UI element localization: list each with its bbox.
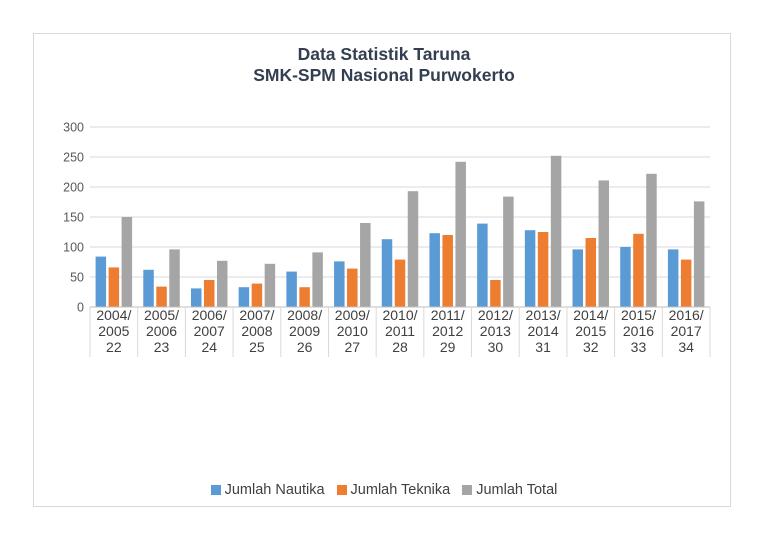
x-tick-label: 2004/ <box>96 307 131 323</box>
legend-item-teknika: Jumlah Teknika <box>336 482 451 498</box>
bar <box>667 249 679 307</box>
bar <box>143 269 154 307</box>
x-tick-label: 2008 <box>241 323 272 339</box>
bar <box>646 173 657 307</box>
x-tick-label: 2009 <box>289 323 320 339</box>
bar <box>95 256 107 307</box>
x-tick-label: 26 <box>297 339 313 355</box>
x-tick-label: 29 <box>440 339 456 355</box>
x-tick-label: 2005/ <box>144 307 179 323</box>
x-tick-label: 32 <box>583 339 599 355</box>
x-tick-label: 2012 <box>432 323 463 339</box>
x-tick-label: 2007/ <box>239 307 274 323</box>
x-tick-label: 2016 <box>623 323 654 339</box>
x-tick-label: 25 <box>249 339 265 355</box>
bar <box>477 223 488 307</box>
x-tick-label: 23 <box>154 339 170 355</box>
x-tick-label: 2007 <box>194 323 225 339</box>
bar <box>347 268 358 307</box>
y-tick-label: 200 <box>63 181 84 195</box>
bar <box>238 287 250 307</box>
bar <box>190 288 202 307</box>
bar <box>572 249 584 307</box>
legend-label-nautika: Jumlah Nautika <box>224 482 325 498</box>
bar <box>156 286 167 307</box>
x-tick-label: 2014 <box>527 323 558 339</box>
bar <box>620 247 631 307</box>
x-tick-label: 2013 <box>480 323 511 339</box>
bar <box>299 287 310 307</box>
x-tick-label: 2011/ <box>431 307 465 323</box>
x-tick-label: 2009/ <box>335 307 370 323</box>
bar <box>429 233 440 307</box>
bar <box>503 196 514 307</box>
y-tick-label: 100 <box>63 241 84 255</box>
x-tick-label: 2006 <box>146 323 177 339</box>
chart-title-line-1: Data Statistik Taruna <box>297 44 471 64</box>
x-tick-label: 2012/ <box>478 307 513 323</box>
bar <box>598 180 610 307</box>
x-tick-label: 2013/ <box>526 307 561 323</box>
bar <box>455 161 466 307</box>
bar <box>537 232 549 307</box>
bar <box>203 280 215 307</box>
x-tick-label: 2011 <box>385 323 415 339</box>
x-tick-label: 2008/ <box>287 307 322 323</box>
bar <box>550 155 562 307</box>
bar <box>360 223 371 307</box>
legend-swatch-teknika <box>336 485 347 495</box>
bar <box>334 261 345 307</box>
x-tick-label: 2005 <box>98 323 129 339</box>
x-tick-label: 34 <box>678 339 694 355</box>
legend-label-teknika: Jumlah Teknika <box>350 482 451 498</box>
x-tick-label: 2014/ <box>573 307 608 323</box>
bar <box>381 239 393 307</box>
legend: Jumlah Nautika Jumlah Teknika Jumlah Tot… <box>0 482 768 498</box>
legend-swatch-nautika <box>210 485 221 495</box>
x-tick-label: 2016/ <box>669 307 704 323</box>
bar <box>264 263 276 307</box>
y-tick-label: 250 <box>63 151 84 165</box>
x-tick-label: 2006/ <box>192 307 227 323</box>
x-tick-label: 22 <box>106 339 122 355</box>
y-tick-label: 0 <box>77 301 84 315</box>
x-tick-label: 2010 <box>337 323 368 339</box>
bar <box>216 260 228 307</box>
bar <box>585 238 597 307</box>
chart-title-line-2: SMK-SPM Nasional Purwokerto <box>253 65 515 85</box>
x-tick-label: 30 <box>488 339 504 355</box>
chart-title: Data Statistik Taruna SMK-SPM Nasional P… <box>0 44 768 86</box>
bar <box>407 191 419 307</box>
bar <box>121 217 133 307</box>
x-tick-label: 27 <box>345 339 361 355</box>
bar <box>108 267 120 307</box>
bar <box>286 271 297 307</box>
bar <box>312 252 323 307</box>
legend-item-total: Jumlah Total <box>462 482 557 498</box>
bar <box>633 233 644 307</box>
x-tick-label: 2017 <box>671 323 702 339</box>
bar <box>680 259 692 307</box>
x-tick-label: 28 <box>392 339 408 355</box>
bar <box>394 259 406 307</box>
legend-swatch-total <box>462 485 473 495</box>
x-tick-label: 24 <box>201 339 217 355</box>
bar <box>442 235 453 307</box>
x-tick-label: 33 <box>631 339 647 355</box>
bar <box>693 201 705 307</box>
legend-item-nautika: Jumlah Nautika <box>210 482 325 498</box>
x-tick-label: 31 <box>535 339 551 355</box>
bar <box>490 280 501 307</box>
y-tick-label: 300 <box>63 121 84 135</box>
bar <box>169 249 180 307</box>
y-tick-label: 50 <box>70 271 84 285</box>
bar <box>524 230 536 307</box>
bar <box>251 283 263 307</box>
x-tick-label: 2010/ <box>382 307 417 323</box>
x-tick-label: 2015/ <box>621 307 656 323</box>
y-tick-label: 150 <box>63 211 84 225</box>
x-tick-label: 2015 <box>575 323 606 339</box>
legend-label-total: Jumlah Total <box>476 482 558 498</box>
